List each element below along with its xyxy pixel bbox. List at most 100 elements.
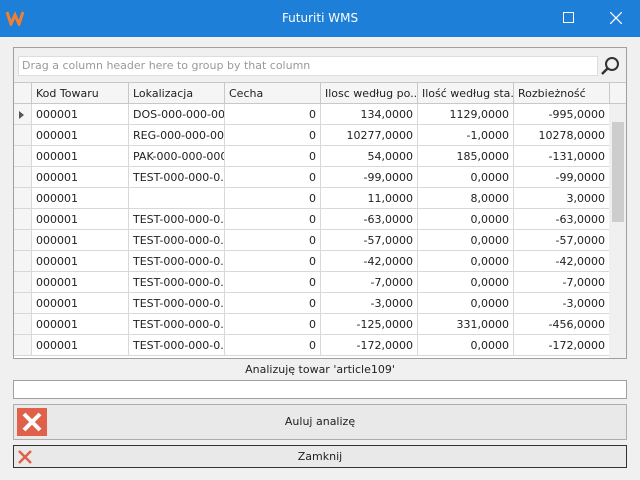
row-indicator [14, 314, 32, 335]
grid-cell[interactable]: -172,0000 [321, 335, 418, 356]
grid-cell[interactable]: -456,0000 [514, 314, 610, 335]
grid-cell[interactable]: 0 [225, 125, 321, 146]
grid-cell[interactable]: -172,0000 [514, 335, 610, 356]
grid-cell[interactable]: -42,0000 [514, 251, 610, 272]
row-indicator [14, 188, 32, 209]
grid-cell[interactable]: 8,0000 [418, 188, 514, 209]
grid-cell[interactable]: TEST-000-000-0... [129, 209, 225, 230]
grid-cell[interactable]: -7,0000 [321, 272, 418, 293]
data-grid: Drag a column header here to group by th… [13, 47, 627, 359]
grid-cell[interactable]: 0,0000 [418, 335, 514, 356]
grid-cell[interactable]: 0 [225, 167, 321, 188]
group-hint[interactable]: Drag a column header here to group by th… [18, 56, 598, 76]
grid-cell[interactable]: DOS-000-000-000 [129, 104, 225, 125]
grid-cell[interactable]: 0 [225, 188, 321, 209]
grid-cell[interactable]: 000001 [32, 188, 129, 209]
column-header: Ilość według sta... [418, 83, 514, 104]
grid-cell[interactable]: TEST-000-000-0... [129, 167, 225, 188]
grid-cell[interactable]: 185,0000 [418, 146, 514, 167]
grid-cell[interactable]: 000001 [32, 314, 129, 335]
grid-cell[interactable]: 000001 [32, 272, 129, 293]
grid-cell[interactable] [129, 188, 225, 209]
row-indicator [14, 125, 32, 146]
grid-cell[interactable]: 0 [225, 293, 321, 314]
maximize-button[interactable] [563, 12, 574, 23]
grid-cell[interactable]: 10277,0000 [321, 125, 418, 146]
cancel-icon [17, 408, 47, 436]
grid-cell[interactable]: 000001 [32, 104, 129, 125]
grid-cell[interactable]: TEST-000-000-0... [129, 314, 225, 335]
grid-cell[interactable]: PAK-000-000-000 [129, 146, 225, 167]
grid-cell[interactable]: -3,0000 [321, 293, 418, 314]
grid-cell[interactable]: -57,0000 [514, 230, 610, 251]
grid-cell[interactable]: 0,0000 [418, 251, 514, 272]
progress-bar [13, 380, 627, 399]
search-icon[interactable] [600, 56, 620, 76]
grid-cell[interactable]: -99,0000 [514, 167, 610, 188]
grid-cell[interactable]: -57,0000 [321, 230, 418, 251]
close-button[interactable]: Zamknij [13, 445, 627, 468]
grid-cell[interactable]: 0,0000 [418, 230, 514, 251]
grid-cell[interactable]: TEST-000-000-0... [129, 335, 225, 356]
window-title: Futuriti WMS [281, 11, 359, 25]
status-text: Analizuję towar 'article109' [245, 363, 395, 376]
grid-cell[interactable]: 000001 [32, 209, 129, 230]
grid-cell[interactable]: 0 [225, 272, 321, 293]
grid-cell[interactable]: TEST-000-000-0... [129, 251, 225, 272]
grid-cell[interactable]: -63,0000 [321, 209, 418, 230]
grid-cell[interactable]: -1,0000 [418, 125, 514, 146]
row-indicator [14, 146, 32, 167]
grid-cell[interactable]: -995,0000 [514, 104, 610, 125]
grid-cell[interactable]: 0 [225, 335, 321, 356]
row-indicator [14, 209, 32, 230]
grid-cell[interactable]: -125,0000 [321, 314, 418, 335]
group-panel: Drag a column header here to group by th… [14, 48, 626, 83]
grid-cell[interactable]: 54,0000 [321, 146, 418, 167]
grid-cell[interactable]: 0,0000 [418, 272, 514, 293]
row-indicator [14, 104, 32, 125]
grid-cell[interactable]: 000001 [32, 230, 129, 251]
grid-cell[interactable]: 0 [225, 146, 321, 167]
grid-cell[interactable]: 1129,0000 [418, 104, 514, 125]
grid-cell[interactable]: TEST-000-000-0... [129, 230, 225, 251]
grid-cell[interactable]: TEST-000-000-0... [129, 293, 225, 314]
row-indicator [14, 335, 32, 356]
row-indicator [14, 230, 32, 251]
grid-cell[interactable]: REG-000-000-000 [129, 125, 225, 146]
grid-cell[interactable]: 000001 [32, 125, 129, 146]
grid-cell[interactable]: 0 [225, 104, 321, 125]
grid-cell[interactable]: 0 [225, 314, 321, 335]
grid-cell[interactable]: 000001 [32, 251, 129, 272]
grid-cell[interactable]: 0 [225, 209, 321, 230]
grid-cell[interactable]: 000001 [32, 293, 129, 314]
grid-cell[interactable]: TEST-000-000-0... [129, 272, 225, 293]
grid-cell[interactable]: 000001 [32, 167, 129, 188]
grid-cell[interactable]: -99,0000 [321, 167, 418, 188]
close-window-button[interactable] [610, 12, 622, 24]
grid-cell[interactable]: -7,0000 [514, 272, 610, 293]
grid-cell[interactable]: 0,0000 [418, 209, 514, 230]
grid-cell[interactable]: 134,0000 [321, 104, 418, 125]
grid-cell[interactable]: 10278,0000 [514, 125, 610, 146]
grid-cell[interactable]: -42,0000 [321, 251, 418, 272]
cancel-label: Auluj analizę [284, 415, 356, 428]
grid-cell[interactable]: 0,0000 [418, 167, 514, 188]
grid-cell[interactable]: 0,0000 [418, 293, 514, 314]
grid-cell[interactable]: 3,0000 [514, 188, 610, 209]
grid-cell[interactable]: -3,0000 [514, 293, 610, 314]
scrollbar[interactable] [609, 104, 626, 358]
grid-cell[interactable]: 0 [225, 251, 321, 272]
grid-cell[interactable]: 331,0000 [418, 314, 514, 335]
cancel-button[interactable]: Auluj analizę [13, 404, 627, 440]
row-indicator [14, 251, 32, 272]
close-label: Zamknij [297, 450, 343, 463]
grid-cell[interactable]: -131,0000 [514, 146, 610, 167]
grid-cell[interactable]: 000001 [32, 146, 129, 167]
grid-cell[interactable]: 000001 [32, 335, 129, 356]
grid-cell[interactable]: -63,0000 [514, 209, 610, 230]
grid-cell[interactable]: 11,0000 [321, 188, 418, 209]
title-bar: Futuriti WMS [0, 0, 640, 37]
scroll-thumb[interactable] [612, 122, 624, 222]
grid-cell[interactable]: 0 [225, 230, 321, 251]
